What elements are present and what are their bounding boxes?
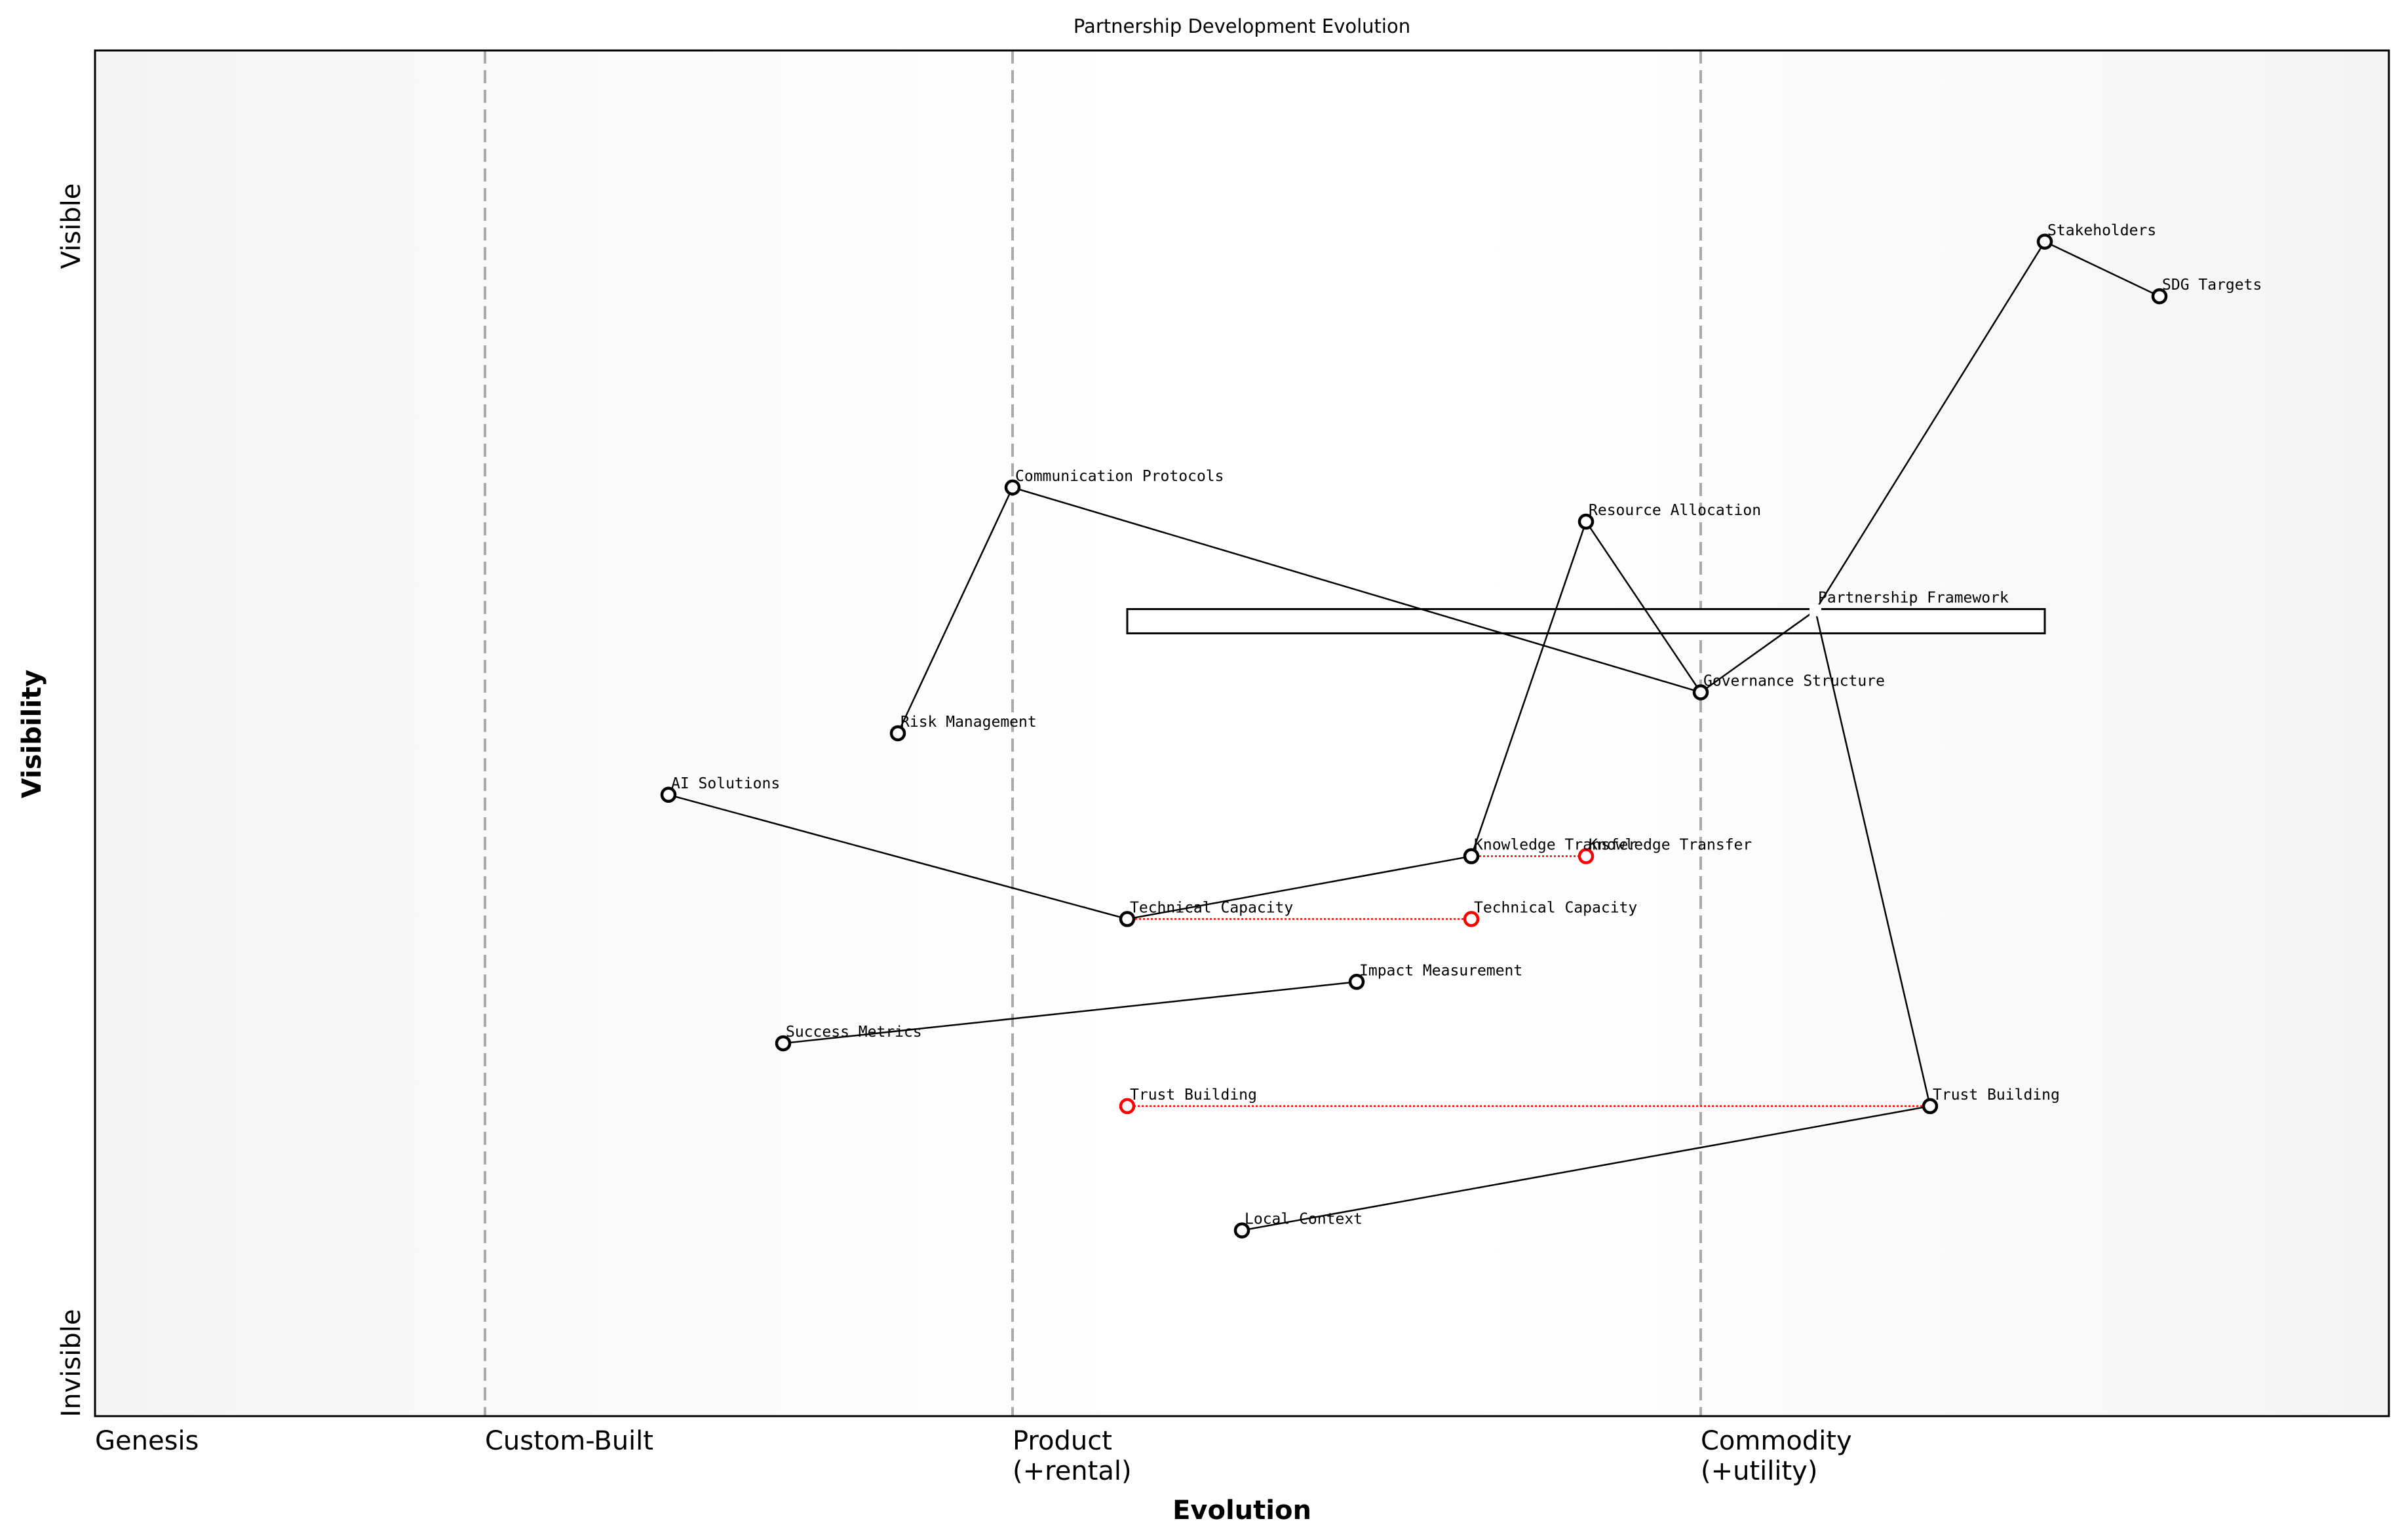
x-tick-label: Commodity (1701, 1426, 1852, 1456)
node-label-knowledge: Knowledge Transfer (1474, 837, 1637, 854)
nodes-layer: Knowledge Transfer Technical Capacity Trus… (660, 222, 2262, 1239)
link-comm-risk (897, 487, 1014, 734)
y-axis-label: Visibility (17, 670, 47, 798)
node-label-resource: Resource Allocation (1589, 502, 1761, 519)
link-framework-trust (1814, 610, 1931, 1107)
node-comm[interactable] (1004, 479, 1021, 496)
node-label-technical: Technical Capacity (1130, 899, 1293, 916)
chart-title: Partnership Development Evolution (1074, 15, 1410, 37)
link-governance-comm (1012, 486, 1701, 693)
link-knowledge-technical (1127, 855, 1472, 920)
node-label-trust: Trust Building (1933, 1087, 2060, 1104)
x-tick-label: Custom-Built (485, 1426, 653, 1456)
node-stakeholders[interactable] (2036, 233, 2053, 250)
node-impact[interactable] (1348, 974, 1365, 990)
x-tick-label: Product (1013, 1426, 1112, 1456)
node-resource[interactable] (1577, 513, 1595, 530)
x-tick-label-line2: (+utility) (1701, 1456, 1817, 1486)
node-label-sdg: SDG Targets (2162, 277, 2262, 294)
node-label-comm: Communication Protocols (1015, 468, 1224, 485)
y-bottom-label: Invisible (56, 1309, 87, 1417)
pipeline-layer (1126, 607, 2046, 634)
link-trust-local (1241, 1105, 1931, 1231)
node-framework[interactable] (1810, 604, 1821, 617)
node-trust[interactable] (1922, 1098, 1939, 1115)
x-tick-label: Genesis (95, 1426, 199, 1456)
link-stakeholders-sdg (2044, 241, 2160, 298)
node-local[interactable] (1233, 1222, 1250, 1239)
node-technical[interactable] (1119, 911, 1136, 927)
evolved-label-technical: Technical Capacity (1474, 899, 1637, 916)
x-tick-label-line2: (+rental) (1013, 1456, 1132, 1486)
evolved-label-trust: Trust Building (1130, 1087, 1257, 1104)
x-axis-label: Evolution (1172, 1495, 1311, 1526)
node-label-impact: Impact Measurement (1359, 962, 1522, 979)
node-ai[interactable] (660, 786, 677, 803)
node-success[interactable] (775, 1035, 792, 1052)
link-framework-governance (1700, 609, 1816, 693)
pipeline-box (1126, 607, 2046, 634)
evolved-label-knowledge: Knowledge Transfer (1589, 837, 1752, 854)
link-stakeholders-framework (1814, 241, 2046, 611)
evolved-node-knowledge[interactable] (1577, 848, 1595, 864)
y-top-label: Visible (56, 183, 87, 269)
link-impact-success (783, 981, 1357, 1045)
node-label-governance: Governance Structure (1703, 672, 1885, 689)
evolved-node-trust[interactable] (1119, 1098, 1136, 1115)
x-tick-labels: Genesis Custom-Built Product(+rental) Commo… (95, 1426, 1852, 1486)
node-label-ai: AI Solutions (671, 775, 780, 792)
stage-dividers (484, 50, 1702, 1416)
link-resource-knowledge (1470, 521, 1587, 857)
link-governance-resource (1585, 521, 1702, 693)
node-sdg[interactable] (2151, 288, 2168, 305)
node-label-stakeholders: Stakeholders (2047, 222, 2156, 239)
node-knowledge[interactable] (1463, 848, 1480, 864)
node-governance[interactable] (1692, 684, 1709, 701)
link-technical-ai (668, 794, 1128, 920)
node-label-success: Success Metrics (786, 1024, 922, 1041)
plot-frame (94, 49, 2390, 1417)
node-label-local: Local Context (1245, 1211, 1363, 1228)
evolution-layer (1127, 855, 1930, 1107)
node-label-framework: Partnership Framework (1818, 589, 2009, 606)
plot-background (95, 50, 2389, 1416)
evolved-node-technical[interactable] (1463, 911, 1480, 927)
node-label-risk: Risk Management (900, 714, 1037, 731)
links-layer (668, 241, 2160, 1231)
node-risk[interactable] (889, 725, 906, 742)
